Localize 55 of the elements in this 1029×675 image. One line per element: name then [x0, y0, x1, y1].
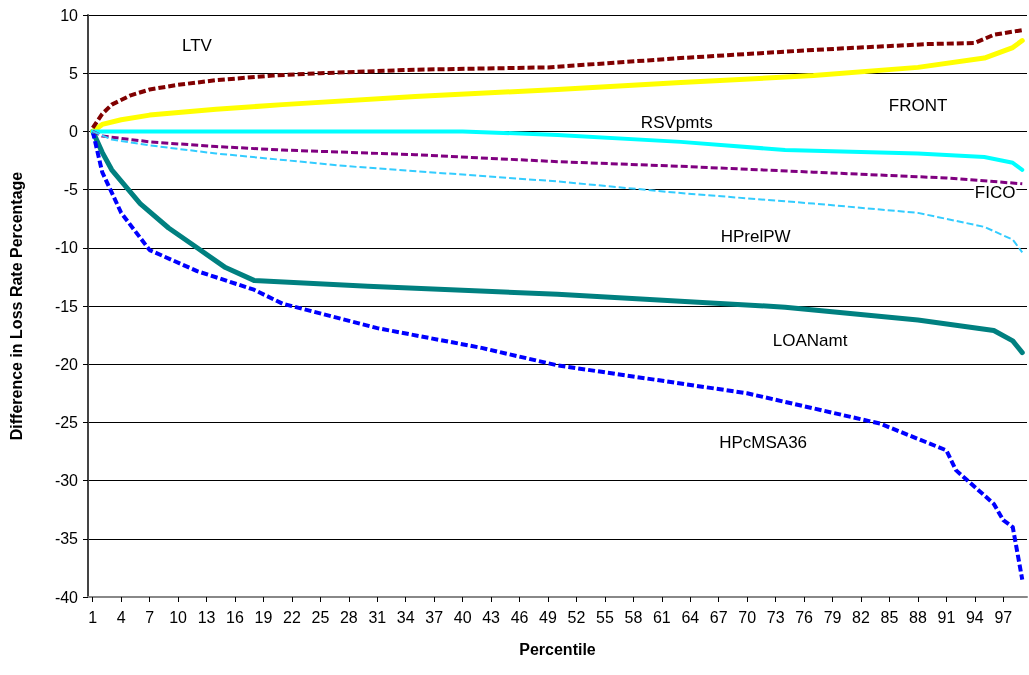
- x-tick-label: 13: [197, 608, 216, 626]
- y-tick-label: -25: [54, 413, 79, 431]
- x-tick-label: 7: [145, 608, 155, 626]
- x-tick-label: 37: [425, 608, 444, 626]
- x-tick-label: 64: [681, 608, 700, 626]
- line-series: [91, 130, 1024, 254]
- x-tick-label: 19: [254, 608, 273, 626]
- x-tick-label: 82: [852, 608, 871, 626]
- x-tick-label: 52: [567, 608, 586, 626]
- y-tick-label: 5: [69, 64, 79, 82]
- x-tick-label: 46: [510, 608, 529, 626]
- y-tick-label: -40: [54, 588, 79, 606]
- x-tick-label: 25: [311, 608, 330, 626]
- x-tick-label: 73: [766, 608, 785, 626]
- line-series: [91, 129, 1024, 186]
- x-tick-label: 4: [116, 608, 126, 626]
- y-tick-label: 0: [69, 122, 79, 140]
- y-tick-label: -20: [54, 355, 79, 373]
- y-tick-label: -10: [54, 239, 79, 257]
- x-tick-label: 61: [652, 608, 671, 626]
- x-tick-label: 67: [709, 608, 728, 626]
- x-tick-label: 85: [880, 608, 899, 626]
- series-label: HPcMSA36: [719, 432, 808, 452]
- x-tick-label: 49: [539, 608, 558, 626]
- series-label: FRONT: [888, 95, 948, 115]
- x-tick-label: 40: [453, 608, 472, 626]
- y-tick-label: -30: [54, 472, 79, 490]
- x-axis-title: Percentile: [519, 640, 596, 658]
- y-tick-label: -35: [54, 530, 79, 548]
- x-tick-label: 43: [482, 608, 501, 626]
- series-label: FICO: [974, 183, 1016, 203]
- series-label: LTV: [181, 35, 213, 55]
- y-tick-label: -5: [63, 181, 79, 199]
- y-tick-label: 10: [60, 6, 79, 24]
- x-tick-label: 79: [823, 608, 842, 626]
- x-tick-label: 31: [368, 608, 387, 626]
- x-tick-label: 76: [795, 608, 814, 626]
- x-tick-label: 22: [283, 608, 301, 626]
- x-tick-label: 97: [994, 608, 1013, 626]
- x-tick-label: 91: [937, 608, 956, 626]
- x-tick-label: 28: [339, 608, 358, 626]
- x-tick-label: 88: [909, 608, 927, 626]
- x-tick-label: 94: [965, 608, 984, 626]
- x-tick-label: 70: [738, 608, 757, 626]
- x-tick-label: 1: [88, 608, 98, 626]
- y-axis-title: Difference in Loss Rate Percentage: [7, 171, 25, 441]
- x-tick-label: 55: [596, 608, 614, 626]
- x-tick-label: 58: [624, 608, 643, 626]
- x-tick-label: 34: [396, 608, 415, 626]
- series-label: RSVpmts: [640, 112, 713, 132]
- series-label: HPrelPW: [720, 227, 791, 247]
- x-tick-label: 16: [226, 608, 245, 626]
- x-tick-label: 10: [169, 608, 188, 626]
- y-tick-label: -15: [54, 297, 79, 315]
- series-label: LOANamt: [772, 331, 848, 351]
